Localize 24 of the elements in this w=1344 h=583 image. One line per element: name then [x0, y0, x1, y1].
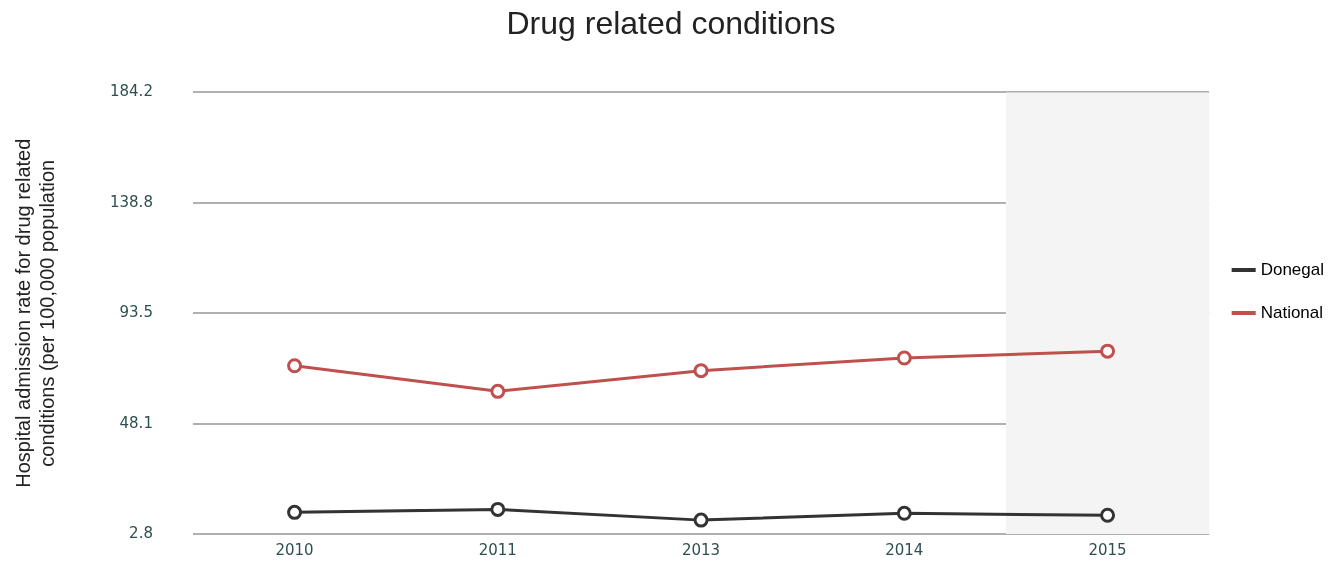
x-tick-label: 2011 — [478, 540, 517, 559]
point — [287, 358, 303, 374]
point — [1100, 343, 1116, 359]
point — [1100, 507, 1116, 523]
legend-label: Donegal — [1260, 259, 1324, 279]
point — [693, 512, 709, 528]
x-tick-label: 2010 — [275, 540, 314, 559]
y-tick-label: 48.1 — [119, 413, 153, 432]
point — [896, 350, 912, 366]
point — [896, 505, 912, 521]
y-tick-label: 93.5 — [119, 303, 153, 322]
chart-title: Drug related conditions — [506, 5, 836, 42]
point — [287, 504, 303, 520]
x-tick-label: 2015 — [1088, 540, 1127, 559]
y-tick-label: 2.8 — [129, 523, 153, 542]
y-tick-label: 138.8 — [109, 192, 153, 211]
point — [490, 501, 506, 517]
x-tick-label: 2013 — [681, 540, 721, 559]
y-axis-title: Hospital admission rate for drug related conditions (per 100,000 population — [11, 138, 58, 488]
y-tick-label: 184.2 — [109, 82, 153, 101]
point — [490, 383, 506, 399]
point — [693, 363, 709, 379]
legend-label: National — [1260, 302, 1324, 322]
x-tick-label: 2014 — [885, 540, 924, 559]
